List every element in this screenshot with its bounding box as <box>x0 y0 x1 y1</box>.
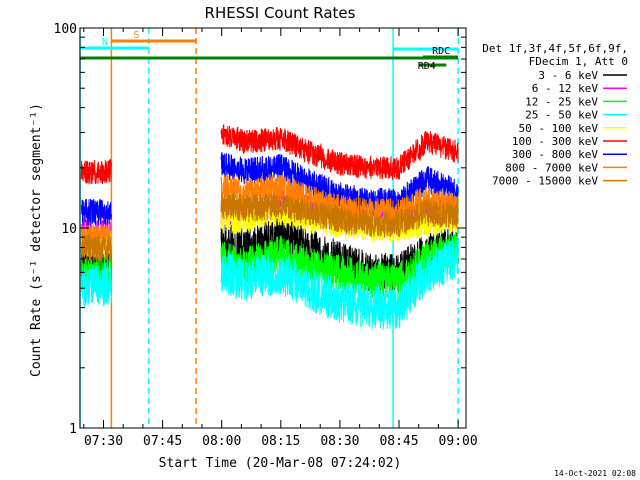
legend-label-3: 25 - 50 keV <box>525 109 598 122</box>
legend-label-6: 300 - 800 keV <box>512 148 598 161</box>
series-7000-15000keV <box>80 192 459 262</box>
legend: Det 1f,3f,4f,5f,6f,9f, FDecim 1, Att 0 3… <box>482 42 628 188</box>
y-tick-label-1: 10 <box>61 222 77 237</box>
x-tick-label-6: 09:00 <box>439 434 478 449</box>
x-tick-label-0: 07:30 <box>84 434 123 449</box>
x-tick-label-2: 08:00 <box>202 434 241 449</box>
legend-label-8: 7000 - 15000 keV <box>492 175 598 188</box>
series-100-300keV <box>80 124 459 186</box>
flag-label-rd4: RD4 <box>418 61 436 72</box>
legend-label-4: 50 - 100 keV <box>519 122 599 135</box>
legend-label-0: 3 - 6 keV <box>538 69 598 82</box>
series-lines <box>80 124 459 330</box>
legend-label-2: 12 - 25 keV <box>525 95 598 108</box>
x-tick-label-1: 07:45 <box>143 434 182 449</box>
x-axis-label: Start Time (20-Mar-08 07:24:02) <box>159 456 402 471</box>
series-line-post-gap-3 <box>220 236 459 330</box>
series-line-pre-gap-6 <box>80 198 112 226</box>
x-tick-label-5: 08:45 <box>379 434 418 449</box>
legend-label-5: 100 - 300 keV <box>512 135 598 148</box>
series-line-pre-gap-3 <box>80 260 112 308</box>
y-axis-label: Count Rate (s⁻¹ detector segment⁻¹) <box>29 103 44 377</box>
series-line-pre-gap-5 <box>80 158 112 186</box>
series-line-pre-gap-8 <box>80 233 112 262</box>
axis-ticks: 07:30 07:45 08:00 08:15 08:30 08:45 09:00 1 10 10… <box>54 22 478 449</box>
chart-title: RHESSI Count Rates <box>205 4 356 22</box>
series-line-post-gap-8 <box>220 192 459 238</box>
y-tick-label-2: 100 <box>54 22 77 37</box>
flag-label-rdc: RDC <box>432 46 450 57</box>
x-tick-label-4: 08:30 <box>320 434 359 449</box>
flag-label-s: S <box>133 30 139 41</box>
y-tick-label-0: 1 <box>69 422 77 437</box>
footer-timestamp: 14-Oct-2021 02:08 <box>554 469 636 478</box>
legend-header-line2: FDecim 1, Att 0 <box>529 55 628 68</box>
flag-bars: S N RDC RD4 <box>80 30 459 72</box>
legend-header-line1: Det 1f,3f,4f,5f,6f,9f, <box>482 42 628 55</box>
legend-label-7: 800 - 7000 keV <box>505 161 598 174</box>
series-25-50keV <box>80 236 459 330</box>
series-line-post-gap-5 <box>220 124 459 180</box>
flag-label-n: N <box>102 37 108 48</box>
x-tick-label-3: 08:15 <box>261 434 300 449</box>
legend-label-1: 6 - 12 keV <box>532 82 599 95</box>
